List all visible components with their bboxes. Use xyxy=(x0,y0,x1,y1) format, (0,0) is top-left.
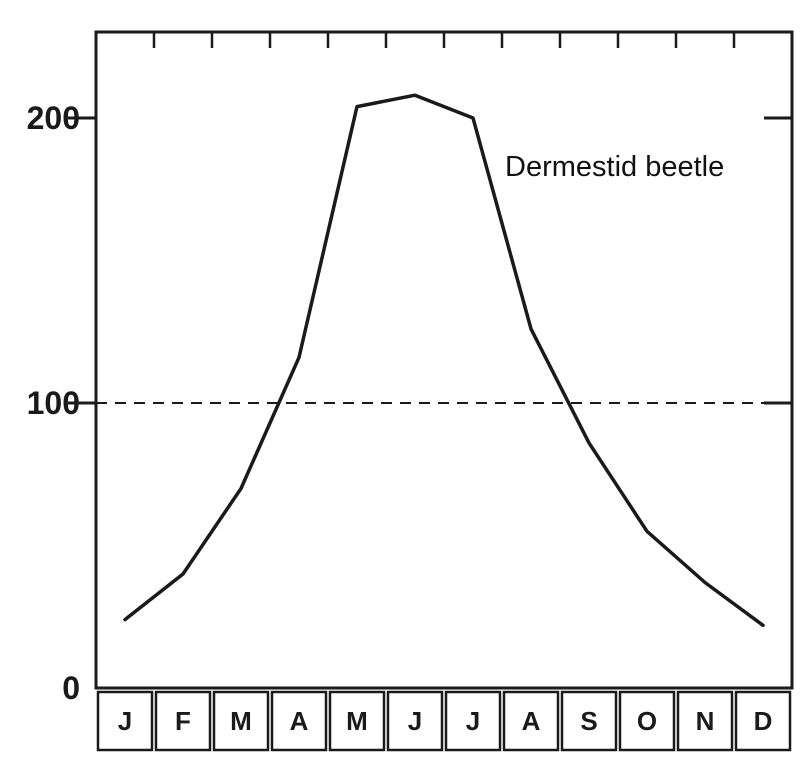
series-annotation: Dermestid beetle xyxy=(505,151,724,183)
plot-frame xyxy=(94,30,794,690)
month-box xyxy=(734,690,792,752)
x-tick-label: S xyxy=(580,706,597,736)
x-tick-label: J xyxy=(408,706,422,736)
x-tick-label: N xyxy=(696,706,715,736)
top-ticks xyxy=(152,32,736,48)
x-tick-label: M xyxy=(346,706,368,736)
y-tick-label: 0 xyxy=(62,670,80,706)
month-box xyxy=(502,690,560,752)
x-tick-label: A xyxy=(290,706,309,736)
month-box xyxy=(444,690,502,752)
series-line xyxy=(123,93,765,628)
month-box xyxy=(212,690,270,752)
x-tick-label: D xyxy=(754,706,773,736)
month-box xyxy=(270,690,328,752)
x-tick-label: J xyxy=(466,706,480,736)
month-box xyxy=(618,690,676,752)
x-tick-label: M xyxy=(230,706,252,736)
x-tick-label: J xyxy=(118,706,132,736)
month-box xyxy=(154,690,212,752)
month-box xyxy=(386,690,444,752)
month-box xyxy=(560,690,618,752)
y-tick-label: 100 xyxy=(27,385,80,421)
month-box xyxy=(96,690,154,752)
month-box xyxy=(676,690,734,752)
y-tick-label: 200 xyxy=(27,100,80,136)
x-tick-label: F xyxy=(175,706,191,736)
x-tick-label: A xyxy=(522,706,541,736)
x-tick-label: O xyxy=(637,706,657,736)
month-box xyxy=(328,690,386,752)
